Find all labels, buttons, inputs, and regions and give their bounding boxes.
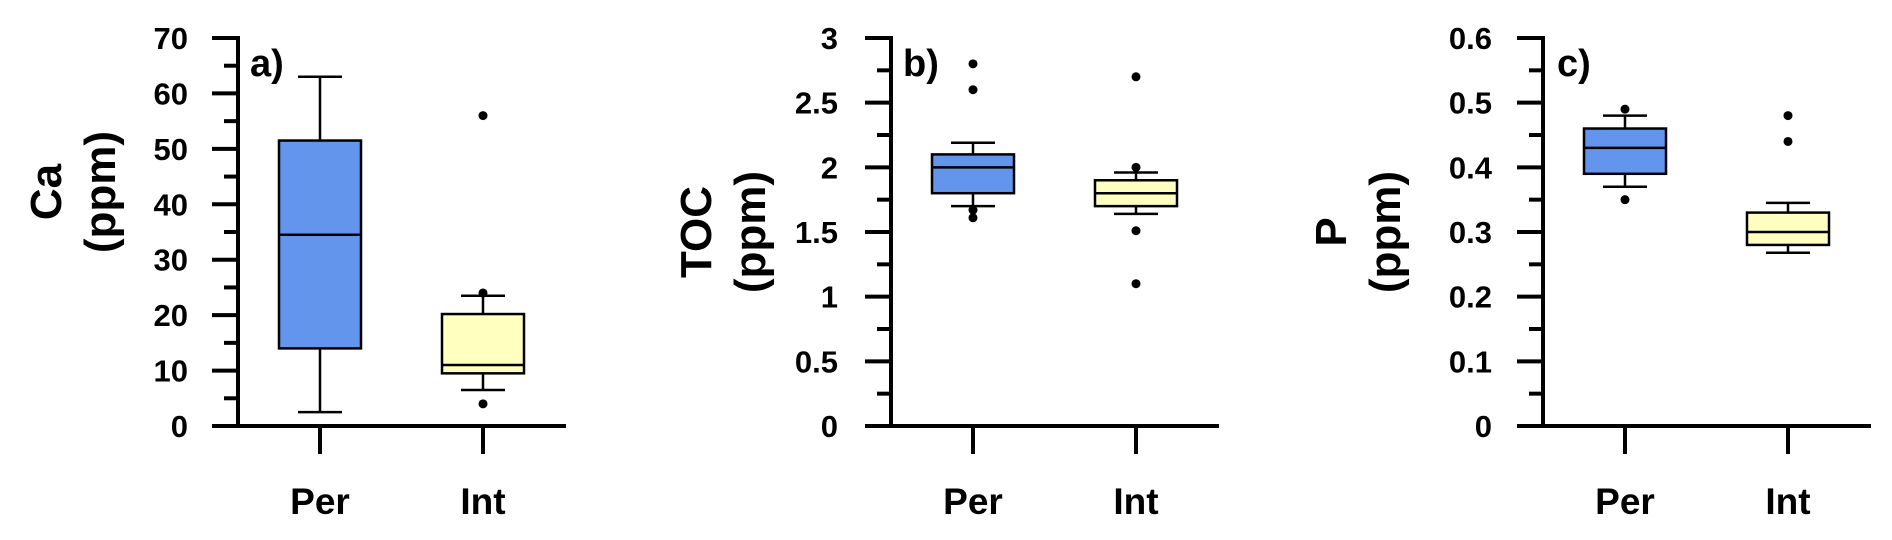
panel-b-ytick-label: 0.5 — [795, 344, 838, 379]
panel-a-boxes — [277, 75, 526, 414]
panel-b-ytick-label: 0 — [821, 409, 838, 444]
panel-b-ytick-label: 3 — [821, 21, 838, 56]
panel-b-ytick-label: 2 — [821, 150, 838, 185]
panel-b-per-box — [930, 153, 1016, 195]
panel-b-int-outlier-point — [1131, 72, 1141, 82]
panel-b-ylabel: TOC — [672, 186, 721, 278]
panel-c-ytick-label: 0.2 — [1449, 280, 1492, 315]
panel-b-per-outlier-point — [968, 59, 978, 69]
panel-a-ytick-label: 60 — [154, 76, 188, 111]
panel-c-category-labels: Per Int — [1595, 481, 1810, 522]
panel-c-category-per: Per — [1595, 481, 1655, 522]
panel-a: a) Ca (ppm) 0 10 20 30 40 50 60 70 Per Int — [22, 21, 566, 522]
panel-a-int-box — [440, 312, 526, 375]
panel-c-boxes — [1582, 104, 1831, 254]
panel-b-ylabel-unit: (ppm) — [726, 171, 775, 293]
panel-b-int-outlier-point — [1131, 279, 1141, 289]
panel-c-ylabel: P — [1307, 217, 1356, 246]
panel-a-ytick-labels: 0 10 20 30 40 50 60 70 — [154, 21, 188, 444]
panel-b-label: b) — [903, 43, 939, 85]
panel-a-ytick-label: 0 — [171, 409, 188, 444]
panel-b-ytick-label: 1.5 — [795, 215, 838, 250]
panel-b-int-outlier-point — [1131, 162, 1141, 172]
panel-c: c) P (ppm) 0 0.1 0.2 0.3 0.4 0.5 0.6 Per Int — [1307, 21, 1871, 522]
panel-c-axes — [1517, 36, 1871, 454]
panel-b-per-outlier-point — [968, 85, 978, 95]
panel-b-category-int: Int — [1113, 481, 1158, 522]
panel-c-label: c) — [1557, 43, 1591, 85]
panel-a-axes — [212, 36, 566, 454]
panel-a-ytick-label: 20 — [154, 298, 188, 333]
panel-c-ytick-label: 0.6 — [1449, 21, 1492, 56]
panel-c-ytick-label: 0.3 — [1449, 215, 1492, 250]
panel-b-boxes — [930, 59, 1179, 289]
panel-b-per-outlier-point — [968, 213, 978, 223]
panel-c-int-box — [1745, 211, 1831, 247]
panel-a-ytick-label: 70 — [154, 21, 188, 56]
panel-a-category-per: Per — [290, 481, 350, 522]
panel-a-ytick-label: 30 — [154, 243, 188, 278]
panel-c-ylabel-unit: (ppm) — [1361, 171, 1410, 293]
panel-c-ytick-labels: 0 0.1 0.2 0.3 0.4 0.5 0.6 — [1449, 21, 1493, 444]
panel-b-axes — [865, 36, 1219, 454]
panel-c-ytick-label: 0.1 — [1449, 344, 1492, 379]
panel-c-int-outlier-point — [1783, 111, 1793, 121]
panel-a-ylabel-unit: (ppm) — [76, 131, 125, 253]
panel-c-ytick-label: 0.5 — [1449, 86, 1492, 121]
panel-b-ytick-label: 2.5 — [795, 86, 838, 121]
panel-c-category-int: Int — [1765, 481, 1810, 522]
panel-b-per-outlier-point — [968, 205, 978, 215]
panel-a-label: a) — [250, 43, 284, 85]
panel-a-int-outlier-point — [478, 288, 488, 298]
panel-a-ytick-label: 10 — [154, 354, 188, 389]
panel-c-per-box — [1582, 127, 1668, 176]
panel-a-int-outlier-point — [478, 399, 488, 409]
panel-c-ytick-label: 0 — [1475, 409, 1492, 444]
panel-b-ytick-labels: 0 0.5 1 1.5 2 2.5 3 — [795, 21, 838, 444]
panel-a-per-box — [277, 139, 363, 350]
panel-a-category-labels: Per Int — [290, 481, 505, 522]
panel-b: b) TOC (ppm) 0 0.5 1 1.5 2 2.5 3 Per Int — [672, 21, 1219, 522]
panel-b-category-per: Per — [943, 481, 1003, 522]
panel-b-ytick-label: 1 — [821, 280, 838, 315]
panel-a-ytick-label: 40 — [154, 187, 188, 222]
panel-c-per-outlier-point — [1620, 104, 1630, 114]
panel-b-int-outlier-point — [1131, 226, 1141, 236]
panel-a-category-int: Int — [460, 481, 505, 522]
panel-c-per-outlier-point — [1620, 195, 1630, 205]
panel-a-int-outlier-point — [478, 111, 488, 121]
panel-a-ylabel: Ca — [22, 163, 71, 220]
panel-a-ytick-label: 50 — [154, 132, 188, 167]
panel-c-ytick-label: 0.4 — [1449, 150, 1493, 185]
panel-c-int-outlier-point — [1783, 136, 1793, 146]
panel-b-category-labels: Per Int — [943, 481, 1158, 522]
